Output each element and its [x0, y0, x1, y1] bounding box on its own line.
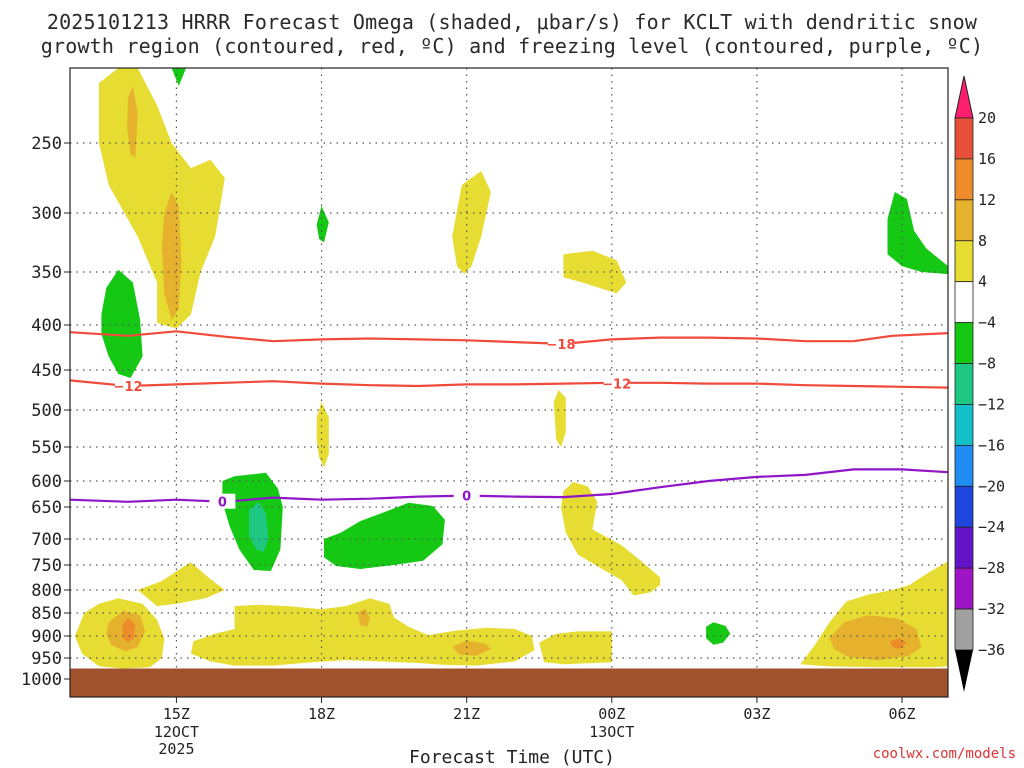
credit-text: coolwx.com/models [872, 746, 1016, 762]
colorbar-swatch-12 [954, 567, 974, 610]
contour-label-dgz-minus18-bg [548, 335, 575, 351]
contour-freezing-level [70, 468, 948, 503]
contour-label-dgz-minus12: −12 [114, 380, 143, 395]
y-tick-label-300: 300 [31, 204, 62, 224]
contour-dgz-minus18 [70, 330, 948, 346]
omega-region-green-left-mid [101, 269, 143, 378]
y-tick-label-550: 550 [31, 438, 62, 458]
y-tick-label-600: 600 [31, 472, 62, 492]
colorbar-swatch-4 [954, 240, 974, 283]
plot-frame [69, 67, 949, 698]
x-tick-label-18Z: 18Z [308, 705, 335, 723]
omega-region-green-0200-low [706, 622, 731, 645]
plot-area: −18 −12 0 0 −12 [70, 68, 948, 697]
y-tick-label-1000: 1000 [21, 670, 62, 690]
contour-label-freezing-level: 0 [218, 496, 227, 511]
y-tick-label-400: 400 [31, 316, 62, 336]
x-tick-sublabel-00Z: 13OCT [589, 723, 634, 741]
contour-label-dgz-minus12-bg [115, 378, 142, 393]
contour-label-extra-0: 0 [462, 490, 471, 505]
x-tick-label-03Z: 03Z [743, 705, 770, 723]
omega-region-orange-upper-a [127, 86, 138, 157]
colorbar-label-10: −24 [978, 518, 1005, 536]
colorbar-swatch-7 [954, 363, 974, 405]
y-tick-label-500: 500 [31, 401, 62, 421]
colorbar-label-5: −4 [978, 314, 996, 332]
colorbar-label-12: −32 [978, 600, 1005, 618]
x-tick-label-15Z: 15Z [163, 705, 190, 723]
omega-region-yellow-low-band-a [190, 598, 535, 666]
contour-label-extra-0-bg [453, 487, 480, 503]
colorbar-swatch-13 [954, 608, 974, 651]
colorbar-label-7: −12 [978, 395, 1005, 413]
y-tick-label-450: 450 [31, 361, 62, 381]
x-tick-year-15Z: 2025 [158, 740, 194, 758]
contour-dgz-minus12 [70, 379, 948, 389]
colorbar-swatch-2 [954, 158, 974, 201]
colorbar-label-13: −36 [978, 641, 1005, 659]
contour-label-freezing-level-bg [209, 493, 236, 509]
y-tick-label-900: 900 [31, 627, 62, 647]
colorbar-label-3: 8 [978, 232, 987, 250]
colorbar-swatch-10 [954, 485, 974, 528]
colorbar-label-2: 12 [978, 191, 996, 209]
ground-layer [70, 668, 948, 697]
y-tick-label-800: 800 [31, 581, 62, 601]
colorbar-bottom-arrow [955, 650, 973, 692]
y-tick-label-750: 750 [31, 556, 62, 576]
omega-region-teal-1630 [249, 501, 269, 552]
omega-region-darkorange-left-low [122, 617, 136, 643]
contour-label-extra-1: −12 [602, 378, 631, 393]
x-axis-label: Forecast Time (UTC) [409, 747, 615, 768]
colorbar-swatch-3 [954, 199, 974, 242]
omega-region-yellow-2230-mid [553, 390, 566, 447]
colorbar-label-11: −28 [978, 559, 1005, 577]
omega-region-green-small-18z [316, 206, 329, 243]
chart-title-line2: growth region (contoured, red, ºC) and f… [40, 34, 984, 58]
x-tick-label-00Z: 00Z [598, 705, 625, 723]
colorbar-swatch-11 [954, 526, 974, 569]
omega-region-orange-upper-b [161, 192, 182, 320]
x-tick-label-06Z: 06Z [888, 705, 915, 723]
omega-region-yellow-15z-low [137, 562, 225, 607]
omega-region-yellow-2330 [563, 250, 627, 294]
y-tick-label-250: 250 [31, 134, 62, 154]
omega-region-orange-06z-low [829, 615, 922, 661]
chart-title-line1: 2025101213 HRRR Forecast Omega (shaded, … [46, 10, 978, 34]
y-tick-label-700: 700 [31, 530, 62, 550]
y-tick-label-950: 950 [31, 649, 62, 669]
colorbar-swatch-6 [954, 322, 974, 364]
omega-region-yellow-0000-mid [561, 482, 661, 596]
omega-region-yellow-00z-low [539, 631, 612, 665]
omega-region-green-06z-upper [887, 192, 948, 275]
contour-label-dgz-minus18: −18 [547, 338, 576, 353]
colorbar-label-9: −20 [978, 477, 1005, 495]
y-tick-label-650: 650 [31, 498, 62, 518]
y-tick-label-850: 850 [31, 604, 62, 624]
x-tick-label-21Z: 21Z [453, 705, 480, 723]
omega-region-yellow-21z-upper [452, 171, 491, 275]
colorbar-swatch-9 [954, 444, 974, 487]
contour-label-extra-1-bg [603, 375, 630, 391]
y-tick-label-350: 350 [31, 263, 62, 283]
x-tick-sublabel-15Z: 12OCT [154, 723, 199, 741]
omega-region-orange-21z-low [452, 640, 491, 656]
colorbar-label-8: −16 [978, 436, 1005, 454]
omega-region-green-1900 [324, 502, 445, 569]
colorbar-label-1: 16 [978, 150, 996, 168]
omega-region-green-top [164, 68, 187, 86]
colorbar-label-4: 4 [978, 273, 987, 291]
colorbar-label-0: 20 [978, 109, 996, 127]
colorbar-top-arrow [954, 75, 974, 119]
omega-region-yellow-18z-mid [316, 402, 329, 468]
colorbar-swatch-1 [954, 117, 974, 160]
colorbar-label-6: −8 [978, 355, 996, 373]
omega-region-darkorange-06z-low [890, 638, 907, 650]
omega-region-orange-1900-low [357, 608, 370, 627]
colorbar-swatch-8 [954, 404, 974, 446]
colorbar-swatch-5 [954, 281, 974, 324]
